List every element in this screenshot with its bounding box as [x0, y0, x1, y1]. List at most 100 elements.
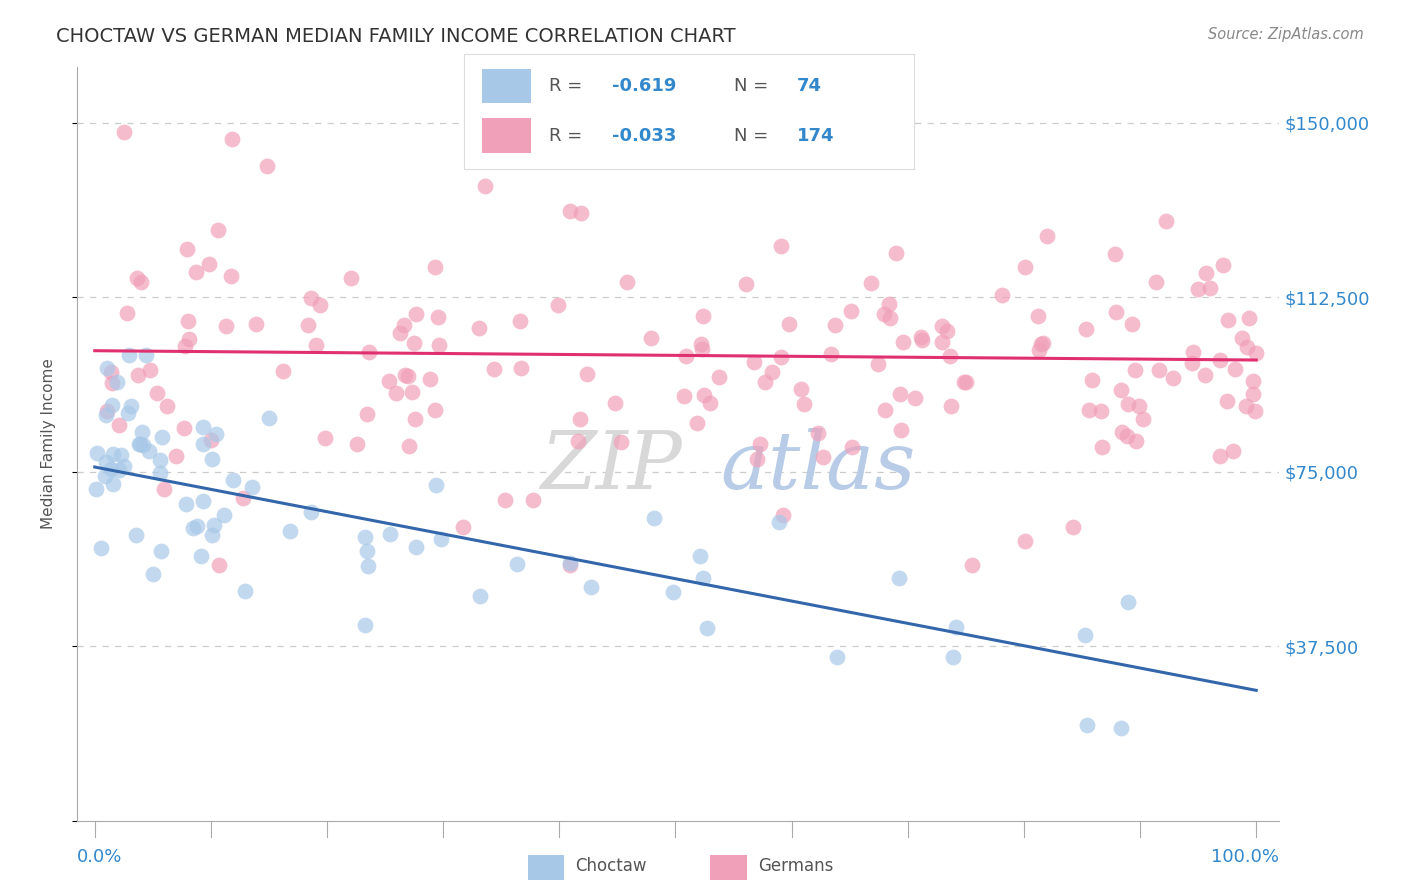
Point: [94, 468, 117, 483]
Point: [128, 437, 150, 451]
Point: [1208, 450, 1230, 464]
Point: [96, 360, 118, 375]
Point: [696, 621, 718, 635]
Point: [150, 543, 173, 558]
Point: [176, 242, 198, 256]
Point: [494, 493, 516, 508]
Point: [891, 335, 914, 350]
Point: [346, 437, 368, 451]
Point: [749, 436, 772, 450]
Point: [394, 368, 416, 382]
Point: [1232, 330, 1254, 344]
Point: [931, 334, 953, 349]
Point: [221, 269, 243, 284]
Point: [1125, 434, 1147, 449]
Point: [280, 524, 302, 538]
Point: [889, 387, 911, 401]
Point: [468, 589, 491, 603]
Point: [398, 439, 420, 453]
Text: N =: N =: [734, 127, 773, 145]
Point: [404, 412, 426, 426]
Point: [1028, 343, 1050, 358]
Point: [1014, 260, 1036, 274]
Point: [931, 318, 953, 333]
Point: [824, 318, 846, 332]
Point: [1132, 412, 1154, 426]
Bar: [710, 855, 747, 880]
Point: [86, 482, 108, 496]
Point: [738, 78, 761, 93]
Point: [1115, 429, 1137, 443]
Point: [547, 298, 569, 312]
Point: [103, 477, 125, 491]
Text: Germans: Germans: [758, 857, 834, 875]
Point: [190, 549, 212, 563]
Point: [1104, 246, 1126, 260]
Point: [1182, 344, 1205, 359]
Point: [357, 558, 380, 573]
Point: [690, 342, 713, 356]
Point: [120, 399, 142, 413]
Point: [340, 271, 363, 285]
Point: [356, 407, 378, 421]
Point: [1208, 352, 1230, 367]
Point: [314, 431, 336, 445]
Point: [1194, 266, 1216, 280]
Point: [402, 336, 425, 351]
Point: [558, 204, 581, 219]
Point: [385, 386, 408, 401]
Point: [939, 399, 962, 413]
Point: [610, 435, 633, 450]
Point: [201, 527, 224, 541]
Point: [245, 318, 267, 332]
Point: [174, 339, 197, 353]
Text: CHOCTAW VS GERMAN MEDIAN FAMILY INCOME CORRELATION CHART: CHOCTAW VS GERMAN MEDIAN FAMILY INCOME C…: [56, 27, 735, 45]
Point: [1123, 363, 1146, 377]
Point: [107, 375, 129, 389]
Point: [1109, 383, 1132, 397]
Point: [430, 532, 453, 546]
Point: [747, 452, 769, 467]
Point: [202, 517, 225, 532]
Point: [692, 571, 714, 585]
Text: Source: ZipAtlas.com: Source: ZipAtlas.com: [1208, 27, 1364, 42]
Point: [101, 376, 124, 390]
Text: 174: 174: [797, 127, 834, 145]
Point: [945, 620, 967, 634]
Point: [405, 540, 427, 554]
Point: [208, 558, 231, 572]
Point: [378, 374, 401, 388]
Point: [131, 275, 153, 289]
Point: [86, 446, 108, 460]
Point: [426, 310, 449, 325]
Text: R =: R =: [550, 77, 589, 95]
Point: [394, 318, 416, 332]
Point: [579, 580, 602, 594]
Point: [114, 125, 136, 139]
Point: [299, 505, 322, 519]
Point: [191, 419, 214, 434]
Point: [135, 348, 157, 362]
Point: [1121, 317, 1143, 331]
Point: [1074, 322, 1097, 336]
Point: [149, 466, 172, 480]
Point: [942, 650, 965, 665]
Point: [221, 132, 243, 146]
Point: [138, 444, 160, 458]
Point: [233, 584, 256, 599]
Point: [769, 350, 792, 364]
Point: [1194, 368, 1216, 382]
Point: [939, 349, 962, 363]
Point: [754, 375, 776, 389]
Text: 100.0%: 100.0%: [1212, 848, 1279, 866]
Point: [807, 426, 830, 441]
Point: [616, 276, 638, 290]
Point: [877, 296, 900, 310]
Point: [1032, 335, 1054, 350]
Point: [425, 260, 447, 274]
Point: [181, 521, 204, 535]
Point: [1215, 393, 1237, 408]
Point: [770, 239, 793, 253]
Point: [186, 519, 208, 533]
Point: [1212, 258, 1234, 272]
